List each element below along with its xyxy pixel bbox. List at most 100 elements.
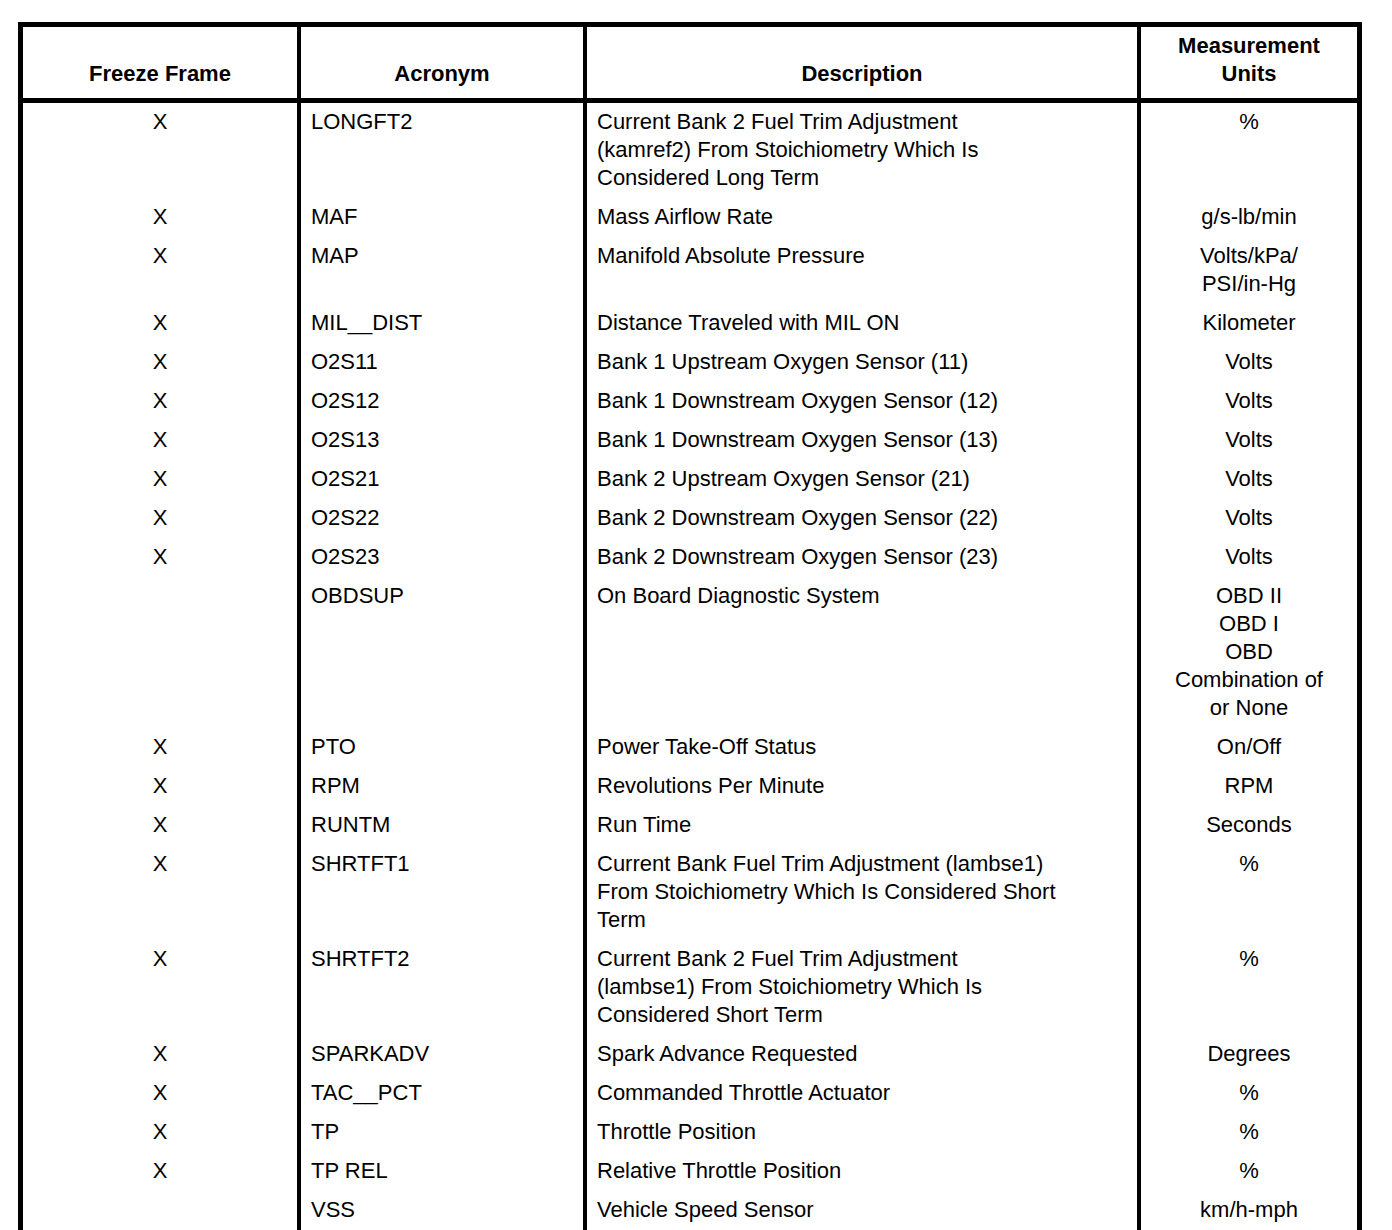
table-row: X TP REL Relative Throttle Position % bbox=[23, 1152, 1357, 1191]
acronym-cell: RPM bbox=[297, 767, 583, 806]
units-cell: OBD II OBD I OBD Combination of or None bbox=[1137, 577, 1357, 728]
description-cell: Throttle Position bbox=[583, 1113, 1137, 1152]
freeze-frame-parameter-table: Freeze Frame Acronym Description Measure… bbox=[18, 22, 1362, 1230]
freeze-frame-cell: X bbox=[23, 845, 297, 940]
acronym-cell: O2S21 bbox=[297, 460, 583, 499]
acronym-cell: O2S23 bbox=[297, 538, 583, 577]
units-cell: Kilometer bbox=[1137, 304, 1357, 343]
description-cell: Bank 1 Upstream Oxygen Sensor (11) bbox=[583, 343, 1137, 382]
freeze-frame-cell: X bbox=[23, 806, 297, 845]
description-cell: Spark Advance Requested bbox=[583, 1035, 1137, 1074]
freeze-frame-cell: X bbox=[23, 382, 297, 421]
acronym-cell: O2S13 bbox=[297, 421, 583, 460]
description-cell: Bank 2 Downstream Oxygen Sensor (23) bbox=[583, 538, 1137, 577]
table-row: X LONGFT2 Current Bank 2 Fuel Trim Adjus… bbox=[23, 103, 1357, 198]
units-cell: km/h-mph bbox=[1137, 1191, 1357, 1230]
acronym-cell: MAP bbox=[297, 237, 583, 304]
description-cell: Manifold Absolute Pressure bbox=[583, 237, 1137, 304]
acronym-cell: O2S22 bbox=[297, 499, 583, 538]
acronym-cell: VSS bbox=[297, 1191, 583, 1230]
acronym-cell: MAF bbox=[297, 198, 583, 237]
units-cell: % bbox=[1137, 1152, 1357, 1191]
freeze-frame-cell: X bbox=[23, 499, 297, 538]
header-freeze-frame: Freeze Frame bbox=[23, 27, 297, 98]
description-cell: Bank 2 Downstream Oxygen Sensor (22) bbox=[583, 499, 1137, 538]
description-cell: Distance Traveled with MIL ON bbox=[583, 304, 1137, 343]
description-cell: On Board Diagnostic System bbox=[583, 577, 1137, 728]
freeze-frame-cell: X bbox=[23, 237, 297, 304]
description-cell: Current Bank 2 Fuel Trim Adjustment (kam… bbox=[583, 103, 1137, 198]
freeze-frame-cell: X bbox=[23, 343, 297, 382]
freeze-frame-cell: X bbox=[23, 767, 297, 806]
freeze-frame-cell: X bbox=[23, 421, 297, 460]
description-cell: Bank 2 Upstream Oxygen Sensor (21) bbox=[583, 460, 1137, 499]
description-cell: Commanded Throttle Actuator bbox=[583, 1074, 1137, 1113]
description-cell: Current Bank 2 Fuel Trim Adjustment (lam… bbox=[583, 940, 1137, 1035]
acronym-cell: LONGFT2 bbox=[297, 103, 583, 198]
units-cell: Degrees bbox=[1137, 1035, 1357, 1074]
acronym-cell: TP REL bbox=[297, 1152, 583, 1191]
table-row: X SPARKADV Spark Advance Requested Degre… bbox=[23, 1035, 1357, 1074]
description-cell: Relative Throttle Position bbox=[583, 1152, 1137, 1191]
units-cell: % bbox=[1137, 103, 1357, 198]
description-cell: Bank 1 Downstream Oxygen Sensor (13) bbox=[583, 421, 1137, 460]
acronym-cell: TP bbox=[297, 1113, 583, 1152]
table-row: X PTO Power Take-Off Status On/Off bbox=[23, 728, 1357, 767]
table-row: X O2S22 Bank 2 Downstream Oxygen Sensor … bbox=[23, 499, 1357, 538]
table-row: X TAC__PCT Commanded Throttle Actuator % bbox=[23, 1074, 1357, 1113]
acronym-cell: O2S11 bbox=[297, 343, 583, 382]
acronym-cell: O2S12 bbox=[297, 382, 583, 421]
table-row: X O2S11 Bank 1 Upstream Oxygen Sensor (1… bbox=[23, 343, 1357, 382]
table-header-row: Freeze Frame Acronym Description Measure… bbox=[23, 27, 1357, 103]
units-cell: Volts bbox=[1137, 538, 1357, 577]
freeze-frame-cell bbox=[23, 577, 297, 728]
acronym-cell: SPARKADV bbox=[297, 1035, 583, 1074]
table-row: X O2S13 Bank 1 Downstream Oxygen Sensor … bbox=[23, 421, 1357, 460]
table-row: X RUNTM Run Time Seconds bbox=[23, 806, 1357, 845]
freeze-frame-cell: X bbox=[23, 1152, 297, 1191]
acronym-cell: SHRTFT1 bbox=[297, 845, 583, 940]
freeze-frame-cell: X bbox=[23, 460, 297, 499]
header-measurement-units: Measurement Units bbox=[1137, 27, 1357, 98]
freeze-frame-cell: X bbox=[23, 198, 297, 237]
acronym-cell: MIL__DIST bbox=[297, 304, 583, 343]
units-cell: Seconds bbox=[1137, 806, 1357, 845]
description-cell: Current Bank Fuel Trim Adjustment (lambs… bbox=[583, 845, 1137, 940]
description-cell: Bank 1 Downstream Oxygen Sensor (12) bbox=[583, 382, 1137, 421]
acronym-cell: RUNTM bbox=[297, 806, 583, 845]
units-cell: % bbox=[1137, 1113, 1357, 1152]
freeze-frame-cell: X bbox=[23, 728, 297, 767]
units-cell: Volts/kPa/ PSI/in-Hg bbox=[1137, 237, 1357, 304]
table-row: OBDSUP On Board Diagnostic System OBD II… bbox=[23, 577, 1357, 728]
table-row: X MIL__DIST Distance Traveled with MIL O… bbox=[23, 304, 1357, 343]
units-cell: On/Off bbox=[1137, 728, 1357, 767]
table-row: X MAF Mass Airflow Rate g/s-lb/min bbox=[23, 198, 1357, 237]
description-cell: Power Take-Off Status bbox=[583, 728, 1137, 767]
acronym-cell: SHRTFT2 bbox=[297, 940, 583, 1035]
units-cell: RPM bbox=[1137, 767, 1357, 806]
freeze-frame-cell: X bbox=[23, 304, 297, 343]
table-row: X SHRTFT2 Current Bank 2 Fuel Trim Adjus… bbox=[23, 940, 1357, 1035]
acronym-cell: TAC__PCT bbox=[297, 1074, 583, 1113]
units-cell: Volts bbox=[1137, 382, 1357, 421]
description-cell: Mass Airflow Rate bbox=[583, 198, 1137, 237]
freeze-frame-cell: X bbox=[23, 1074, 297, 1113]
units-cell: Volts bbox=[1137, 499, 1357, 538]
table-body: X LONGFT2 Current Bank 2 Fuel Trim Adjus… bbox=[23, 103, 1357, 1230]
table-row: X RPM Revolutions Per Minute RPM bbox=[23, 767, 1357, 806]
freeze-frame-cell: X bbox=[23, 103, 297, 198]
units-cell: % bbox=[1137, 1074, 1357, 1113]
table-row: X TP Throttle Position % bbox=[23, 1113, 1357, 1152]
units-cell: Volts bbox=[1137, 343, 1357, 382]
acronym-cell: PTO bbox=[297, 728, 583, 767]
table-row: X MAP Manifold Absolute Pressure Volts/k… bbox=[23, 237, 1357, 304]
table-row: X O2S23 Bank 2 Downstream Oxygen Sensor … bbox=[23, 538, 1357, 577]
table-row: X SHRTFT1 Current Bank Fuel Trim Adjustm… bbox=[23, 845, 1357, 940]
description-cell: Vehicle Speed Sensor bbox=[583, 1191, 1137, 1230]
acronym-cell: OBDSUP bbox=[297, 577, 583, 728]
header-description: Description bbox=[583, 27, 1137, 98]
table-row: X O2S12 Bank 1 Downstream Oxygen Sensor … bbox=[23, 382, 1357, 421]
units-cell: g/s-lb/min bbox=[1137, 198, 1357, 237]
description-cell: Run Time bbox=[583, 806, 1137, 845]
units-cell: Volts bbox=[1137, 421, 1357, 460]
